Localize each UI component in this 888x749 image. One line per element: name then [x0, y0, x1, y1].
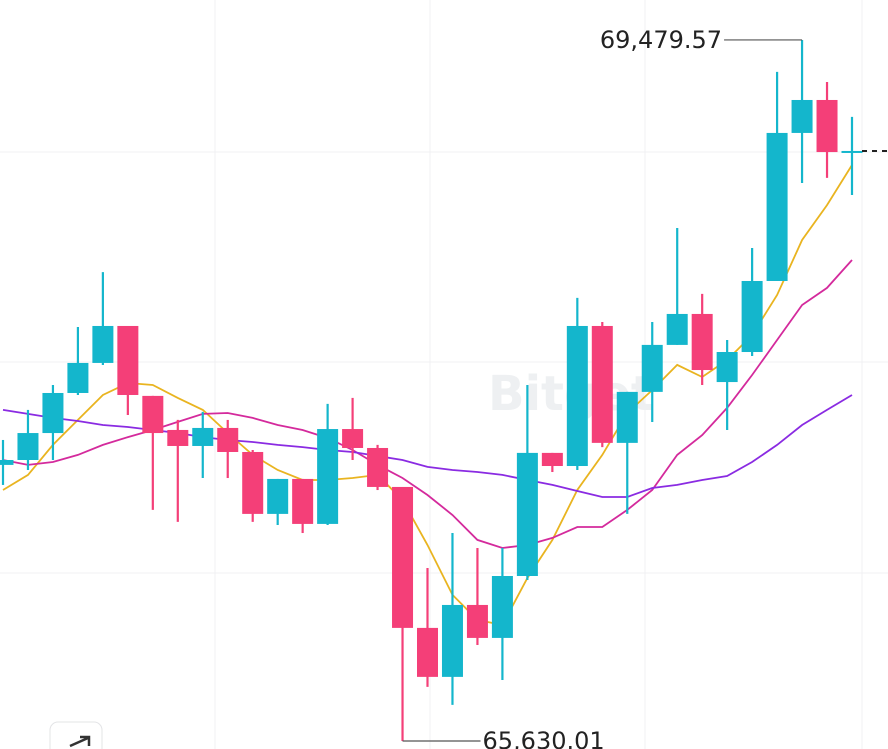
- candle-body: [67, 362, 89, 393]
- candle-body: [741, 280, 763, 353]
- candle-body: [92, 325, 114, 363]
- candle: [117, 325, 139, 416]
- candle: [42, 384, 64, 460]
- candle: [591, 321, 613, 448]
- candle-body: [566, 325, 588, 467]
- candle: [616, 391, 638, 514]
- candle: [417, 567, 438, 687]
- candle: [392, 486, 414, 741]
- candle: [566, 297, 588, 471]
- candle-body: [541, 452, 563, 467]
- candle: [741, 248, 763, 357]
- candle: [816, 81, 838, 178]
- candle-body: [441, 604, 463, 677]
- candle: [491, 547, 513, 680]
- candle-body: [142, 395, 164, 434]
- candle: [292, 478, 314, 534]
- candle-body: [691, 313, 713, 371]
- candle-body: [766, 132, 788, 281]
- candle: [466, 547, 488, 646]
- expand-button[interactable]: [49, 721, 103, 749]
- candle-body: [0, 459, 14, 465]
- candle: [317, 403, 339, 526]
- candle: [766, 71, 788, 281]
- candle: [242, 449, 264, 522]
- candle: [791, 39, 813, 184]
- candle: [92, 272, 114, 365]
- candle-body: [192, 427, 214, 446]
- candle-body: [791, 99, 813, 133]
- candle: [641, 321, 663, 422]
- candle-body: [367, 447, 389, 487]
- candle-body: [267, 478, 289, 514]
- candle-body: [666, 313, 688, 345]
- candle-body: [17, 433, 39, 460]
- candle: [666, 227, 688, 345]
- candle-body: [342, 429, 364, 448]
- button-icon: [69, 735, 91, 748]
- candle-body: [491, 575, 513, 638]
- candle: [541, 452, 563, 473]
- candle-body: [317, 429, 339, 524]
- candle-body: [641, 344, 663, 392]
- candle: [167, 419, 189, 522]
- candle-body: [466, 604, 488, 638]
- candle: [142, 395, 164, 510]
- candle-body: [616, 391, 638, 443]
- candle: [17, 409, 39, 471]
- candle-body: [242, 451, 264, 514]
- candle: [691, 293, 713, 385]
- candle: [841, 116, 863, 196]
- annotation-label: 69,479.57: [600, 26, 722, 54]
- candle-body: [716, 352, 738, 383]
- ma-line: [2, 164, 853, 627]
- candle-body: [591, 325, 613, 443]
- candle-body: [417, 627, 438, 677]
- candle-body: [392, 486, 414, 628]
- candle-body: [42, 392, 64, 434]
- candle: [267, 478, 289, 526]
- candle-body: [816, 99, 838, 153]
- button-frame[interactable]: [49, 721, 103, 749]
- candle: [0, 439, 14, 485]
- candle-body: [117, 325, 139, 395]
- candle-body: [167, 429, 189, 446]
- candle: [441, 533, 463, 705]
- candle: [716, 339, 738, 430]
- candle: [217, 419, 239, 479]
- candle: [67, 327, 89, 395]
- candle: [192, 411, 214, 479]
- ma-line: [2, 259, 853, 549]
- candle-body: [841, 150, 863, 153]
- candle: [516, 384, 538, 581]
- annotation-label: 65,630.01: [483, 727, 605, 749]
- candle-body: [516, 452, 538, 576]
- candle-body: [292, 478, 314, 524]
- candle-body: [217, 427, 239, 452]
- candle: [367, 444, 389, 491]
- candle: [342, 397, 364, 460]
